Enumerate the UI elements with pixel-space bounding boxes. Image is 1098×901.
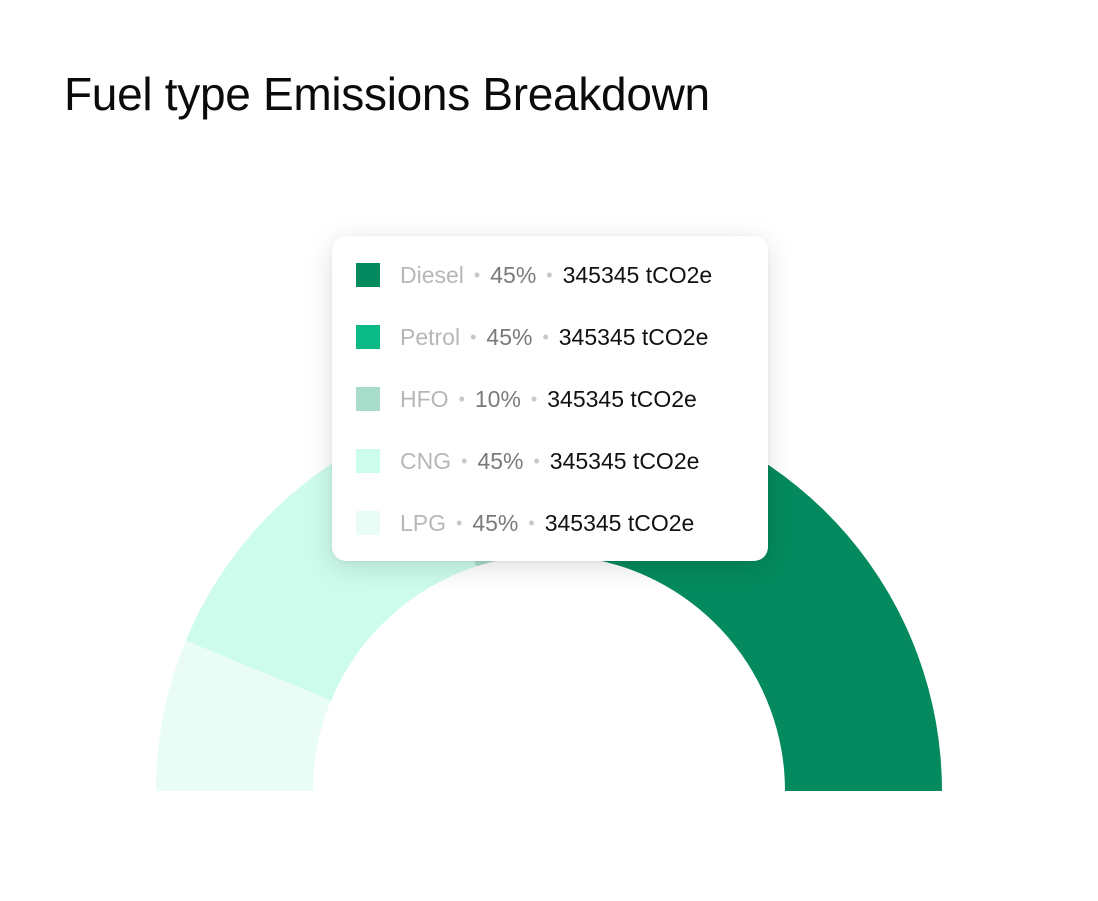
tooltip-row-cng: CNG • 45% • 345345 tCO2e [356, 448, 699, 474]
separator-dot: • [542, 326, 549, 347]
separator-dot: • [458, 388, 465, 409]
legend-value-cng: 345345 tCO2e [549, 447, 700, 474]
legend-swatch-diesel [356, 263, 380, 287]
legend-value-petrol: 345345 tCO2e [558, 323, 709, 350]
legend-value-diesel: 345345 tCO2e [562, 261, 713, 288]
legend-percent-lpg: 45% [472, 509, 519, 536]
separator-dot: • [533, 450, 540, 471]
separator-dot: • [461, 450, 468, 471]
separator-dot: • [546, 264, 553, 285]
separator-dot: • [528, 512, 535, 533]
separator-dot: • [470, 326, 477, 347]
slice-lpg[interactable] [156, 640, 331, 791]
separator-dot: • [456, 512, 463, 533]
legend-value-hfo: 345345 tCO2e [547, 385, 697, 412]
legend-swatch-petrol [356, 325, 380, 349]
legend-percent-petrol: 45% [486, 323, 533, 350]
legend-swatch-hfo [356, 387, 380, 411]
legend-percent-cng: 45% [477, 447, 524, 474]
legend-name-diesel: Diesel [400, 261, 464, 288]
legend-percent-hfo: 10% [474, 385, 521, 412]
tooltip-row-hfo: HFO • 10% • 345345 tCO2e [356, 386, 697, 412]
legend-swatch-lpg [356, 511, 380, 535]
legend-percent-diesel: 45% [490, 261, 537, 288]
tooltip-row-petrol: Petrol • 45% • 345345 tCO2e [356, 324, 708, 350]
chart-title: Fuel type Emissions Breakdown [64, 68, 710, 120]
chart-tooltip: Diesel • 45% • 345345 tCO2e Petrol • 45%… [332, 236, 768, 561]
legend-value-lpg: 345345 tCO2e [544, 509, 695, 536]
legend-name-hfo: HFO [400, 385, 449, 412]
separator-dot: • [530, 388, 538, 409]
legend-swatch-cng [356, 449, 380, 473]
legend-name-cng: CNG [400, 447, 452, 474]
tooltip-row-lpg: LPG • 45% • 345345 tCO2e [356, 510, 694, 536]
separator-dot: • [473, 264, 481, 285]
tooltip-row-diesel: Diesel • 45% • 345345 tCO2e [356, 262, 712, 288]
legend-name-lpg: LPG [400, 509, 447, 536]
legend-name-petrol: Petrol [400, 323, 461, 350]
